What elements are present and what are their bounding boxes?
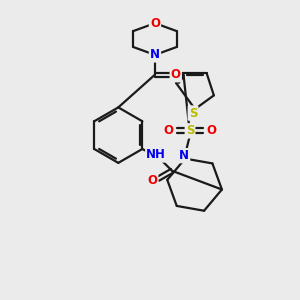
Text: N: N (150, 48, 160, 62)
Text: O: O (207, 124, 217, 137)
Text: O: O (147, 174, 157, 187)
Text: O: O (171, 68, 181, 81)
Text: NH: NH (146, 148, 166, 161)
Text: O: O (163, 124, 173, 137)
Text: S: S (186, 124, 194, 137)
Text: N: N (179, 149, 189, 162)
Text: S: S (189, 106, 197, 119)
Text: O: O (150, 17, 160, 30)
